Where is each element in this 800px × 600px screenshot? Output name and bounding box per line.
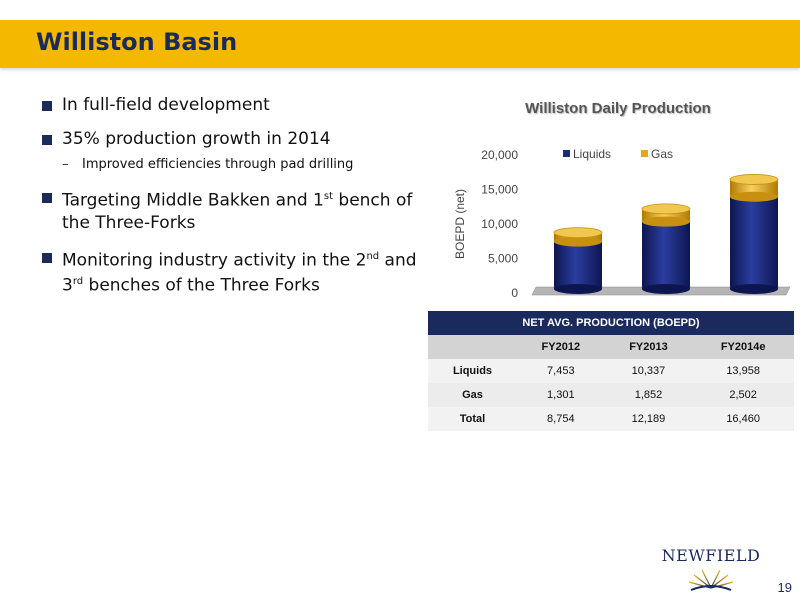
bar-gas-top: [553, 227, 603, 238]
bar-liquids: [554, 241, 602, 289]
table-cell: 1,852: [604, 383, 693, 407]
page-number: 19: [777, 580, 792, 595]
bullet-item: Targeting Middle Bakken and 1st bench of…: [42, 186, 422, 234]
logo-text: NEWFIELD: [661, 546, 761, 565]
column-header: FY2014e: [692, 335, 794, 359]
y-tick-label: 15,000: [481, 183, 518, 197]
legend-label: Gas: [651, 147, 673, 161]
table-row: Liquids 7,453 10,337 13,958: [428, 359, 794, 383]
row-label: Gas: [428, 383, 517, 407]
bullet-square-icon: [42, 193, 52, 203]
company-logo: NEWFIELD: [656, 546, 766, 594]
bar-liquids-base: [730, 284, 778, 294]
bullet-square-icon: [42, 252, 52, 263]
table-cell: 1,301: [516, 383, 605, 407]
bullet-item: Monitoring industry activity in the 2nd …: [42, 246, 422, 297]
superscript: nd: [366, 250, 380, 262]
bullet-item: 35% production growth in 2014: [42, 128, 422, 150]
table-header: NET AVG. PRODUCTION (BOEPD): [428, 311, 794, 335]
table-cell: 16,460: [692, 407, 794, 431]
column-header: [428, 335, 517, 359]
table-cell: 10,337: [604, 359, 693, 383]
y-tick-label: 20,000: [481, 148, 518, 162]
sub-bullet-item: – Improved efficiencies through pad dril…: [42, 156, 422, 174]
table-cell: 7,453: [516, 359, 605, 383]
chart-svg: 0 5,000 10,000 15,000 20,000 BOEPD (net) Liqui…: [453, 147, 791, 300]
slide-title: Williston Basin: [36, 28, 238, 56]
legend-swatch: [641, 150, 648, 157]
bar-gas-top: [641, 203, 691, 215]
bullet-text: Targeting Middle Bakken and 1: [62, 190, 324, 211]
chart-title: Williston Daily Production: [525, 100, 711, 117]
sub-bullet-text: Improved efficiencies through pad drilli…: [82, 157, 354, 172]
bullet-square-icon: [42, 101, 52, 111]
title-bar: Williston Basin: [0, 20, 800, 68]
superscript: rd: [72, 276, 84, 288]
table-cell: 8,754: [516, 407, 605, 431]
bullet-square-icon: [42, 135, 52, 145]
y-axis-label: BOEPD (net): [453, 189, 467, 259]
bullet-text: In full-field development: [62, 95, 270, 115]
bar-liquids-base: [642, 284, 690, 294]
table-cell: 12,189: [604, 407, 693, 431]
bar-gas-top: [729, 174, 779, 185]
y-tick-label: 5,000: [488, 252, 518, 266]
superscript: st: [323, 191, 333, 202]
bullet-text: and 3: [62, 250, 417, 296]
bar-liquids-base: [554, 284, 602, 294]
bar-gas-bottom: [554, 236, 602, 247]
legend-label: Liquids: [573, 147, 611, 161]
sunburst-icon: [688, 568, 734, 591]
production-table: NET AVG. PRODUCTION (BOEPD) FY2012 FY201…: [428, 311, 794, 431]
y-tick-label: 0: [511, 286, 518, 300]
table-row: Gas 1,301 1,852 2,502: [428, 383, 794, 407]
row-label: Total: [428, 407, 517, 431]
bullet-text: Monitoring industry activity in the 2: [62, 250, 367, 271]
bar-gas-bottom: [730, 191, 778, 202]
table-cell: 13,958: [692, 359, 794, 383]
column-header: FY2012: [516, 335, 605, 359]
bar-liquids: [730, 196, 778, 289]
bar-liquids: [642, 221, 690, 289]
table-row: Total 8,754 12,189 16,460: [428, 407, 794, 431]
bullet-item: In full-field development: [42, 94, 422, 116]
table-cell: 2,502: [692, 383, 794, 407]
row-label: Liquids: [428, 359, 517, 383]
dash-icon: –: [62, 157, 69, 172]
bullet-text: benches of the Three Forks: [83, 275, 320, 296]
bar-gas-bottom: [642, 216, 690, 227]
bullet-list: In full-field development 35% production…: [42, 94, 422, 309]
y-tick-label: 10,000: [481, 217, 518, 231]
bullet-text: 35% production growth in 2014: [62, 129, 331, 149]
production-chart: Williston Daily Production 0 5,000 10,000 1…: [428, 92, 800, 312]
bullet-text: bench of the Three-Forks: [62, 190, 413, 233]
legend-swatch: [563, 150, 570, 157]
column-header: FY2013: [604, 335, 693, 359]
